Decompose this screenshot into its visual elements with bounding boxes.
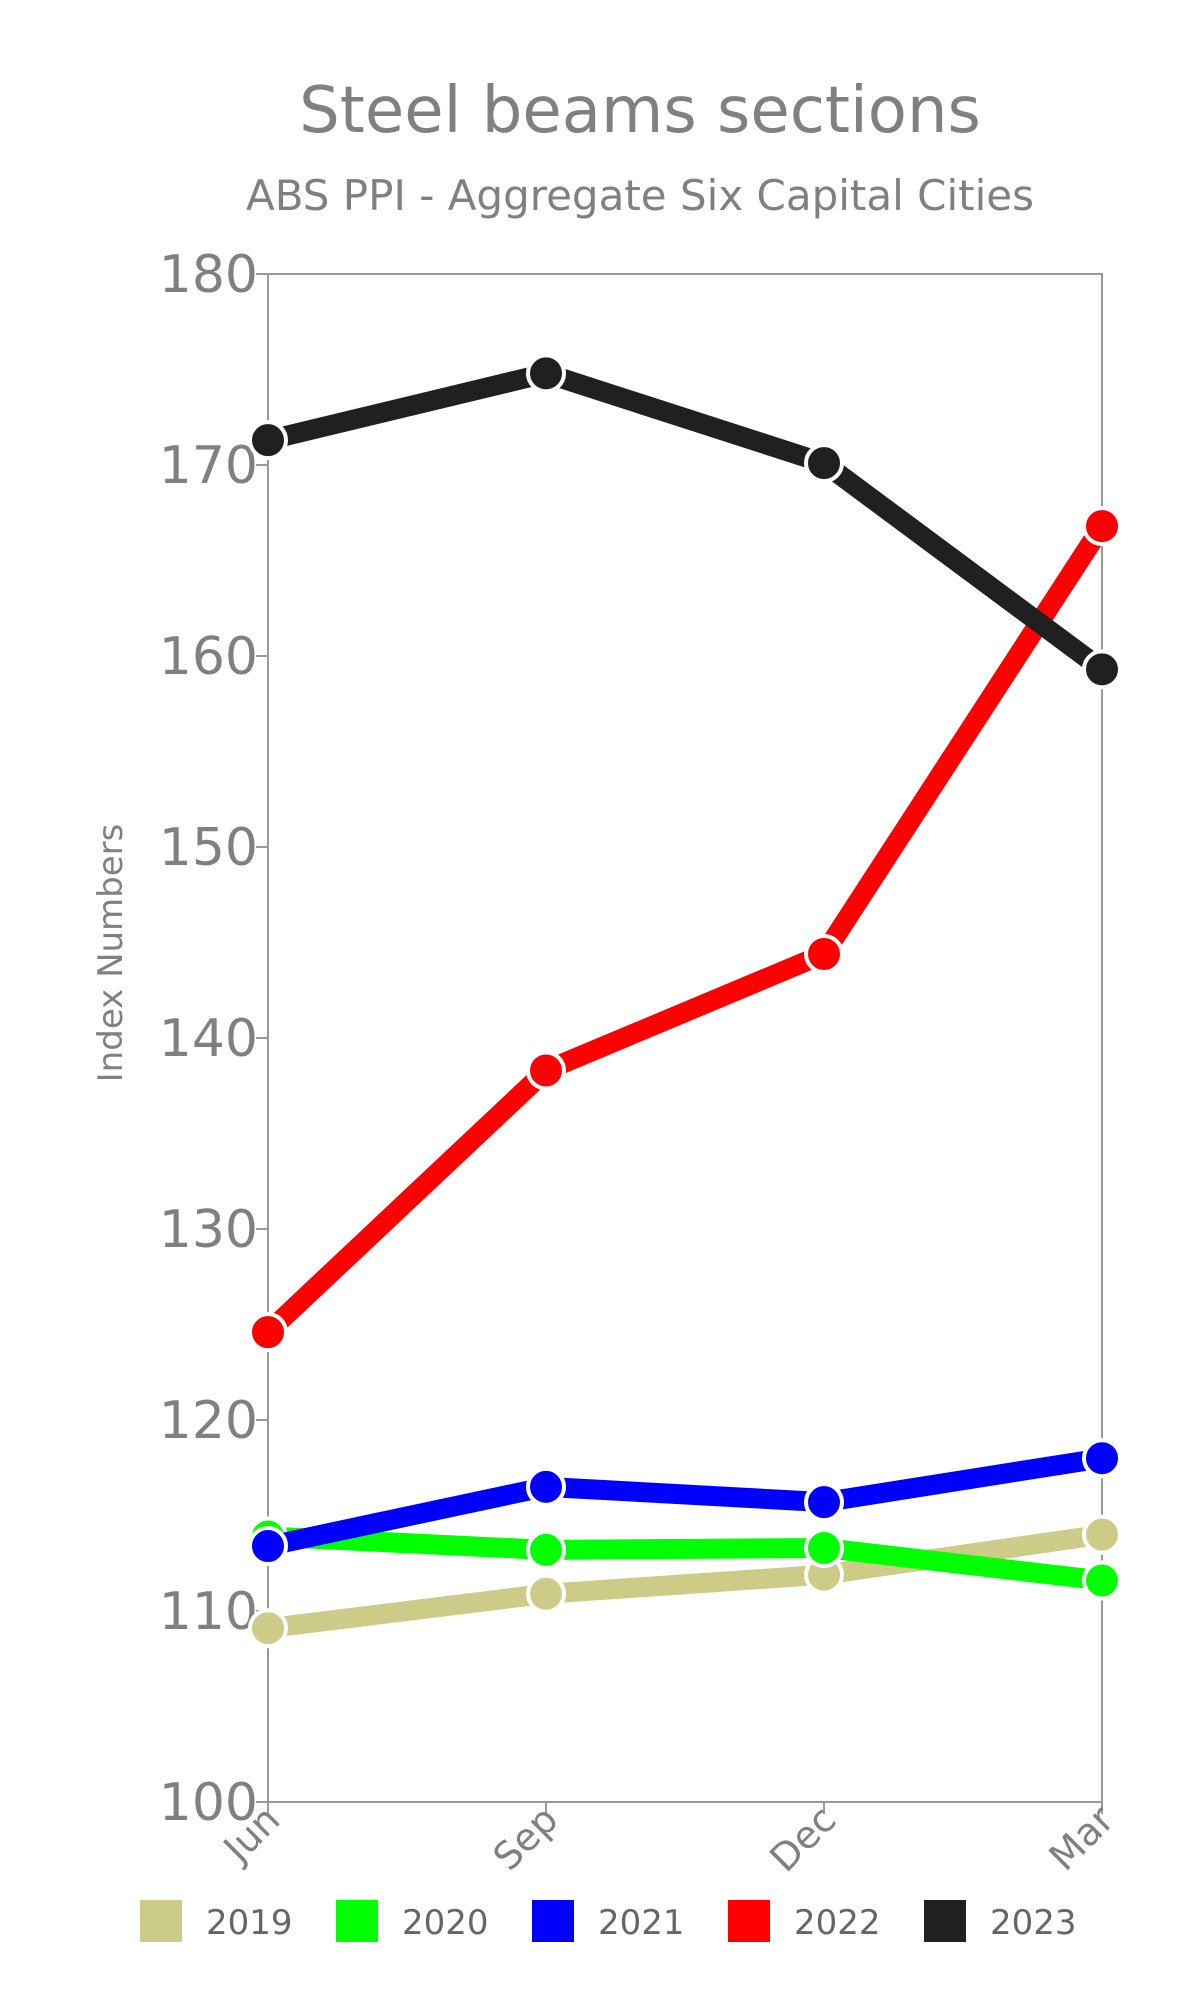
data-point[interactable] <box>1082 649 1122 690</box>
data-point[interactable] <box>526 1573 566 1614</box>
series-layer <box>248 353 1122 1649</box>
chart-title: Steel beams sections <box>299 74 981 148</box>
y-tick-label: 150 <box>159 818 258 878</box>
legend-swatch <box>728 1900 770 1942</box>
legend-swatch <box>532 1900 574 1942</box>
data-point[interactable] <box>804 1482 844 1523</box>
legend-label: 2022 <box>794 1903 881 1943</box>
legend-label: 2021 <box>598 1903 685 1943</box>
series-line <box>258 1448 1112 1557</box>
y-tick-label: 170 <box>159 436 258 496</box>
series-2022 <box>248 506 1122 1353</box>
legend-item[interactable]: 2020 <box>336 1900 489 1943</box>
legend-item[interactable]: 2019 <box>140 1900 293 1943</box>
data-point[interactable] <box>248 420 288 461</box>
legend-label: 2020 <box>402 1903 489 1943</box>
y-tick-label: 100 <box>159 1773 258 1833</box>
y-tick-label: 130 <box>159 1200 258 1260</box>
x-tick-label: Sep <box>485 1797 567 1879</box>
data-point[interactable] <box>1082 1438 1122 1479</box>
data-point[interactable] <box>248 1312 288 1353</box>
data-point[interactable] <box>248 1526 288 1567</box>
legend-item[interactable]: 2023 <box>924 1900 1077 1943</box>
legend-label: 2019 <box>206 1903 293 1943</box>
data-point[interactable] <box>526 1466 566 1507</box>
legend-label: 2023 <box>990 1903 1077 1943</box>
series-line <box>258 363 1112 680</box>
chart-subtitle: ABS PPI - Aggregate Six Capital Cities <box>246 171 1034 220</box>
data-point[interactable] <box>1082 1560 1122 1601</box>
y-tick-label: 110 <box>159 1582 258 1642</box>
y-axis-label: Index Numbers <box>91 824 131 1083</box>
data-point[interactable] <box>804 443 844 484</box>
legend-swatch <box>924 1900 966 1942</box>
data-point[interactable] <box>1082 506 1122 547</box>
series-2021 <box>248 1438 1122 1567</box>
legend-swatch <box>140 1900 182 1942</box>
data-point[interactable] <box>526 353 566 394</box>
x-axis-ticks: Jun Sep Dec Mar <box>214 1797 1123 1880</box>
series-line <box>258 1526 1112 1591</box>
legend-swatch <box>336 1900 378 1942</box>
legend-item[interactable]: 2021 <box>532 1900 685 1943</box>
data-point[interactable] <box>804 933 844 974</box>
y-axis-ticks: 100 110 120 130 140 150 160 170 180 <box>159 245 268 1833</box>
series-line <box>258 516 1112 1343</box>
y-tick-label: 180 <box>159 245 258 305</box>
series-2020 <box>248 1516 1122 1601</box>
data-point[interactable] <box>1082 1514 1122 1555</box>
y-tick-label: 120 <box>159 1391 258 1451</box>
legend-item[interactable]: 2022 <box>728 1900 881 1943</box>
y-tick-label: 140 <box>159 1009 258 1069</box>
data-point[interactable] <box>526 1050 566 1091</box>
data-point[interactable] <box>526 1529 566 1570</box>
legend: 2019 2020 2021 2022 2023 <box>140 1900 1077 1943</box>
y-tick-label: 160 <box>159 627 258 687</box>
data-point[interactable] <box>248 1608 288 1649</box>
series-2023 <box>248 353 1122 690</box>
data-point[interactable] <box>804 1527 844 1568</box>
x-tick-label: Mar <box>1041 1797 1123 1879</box>
x-tick-label: Dec <box>761 1797 844 1880</box>
